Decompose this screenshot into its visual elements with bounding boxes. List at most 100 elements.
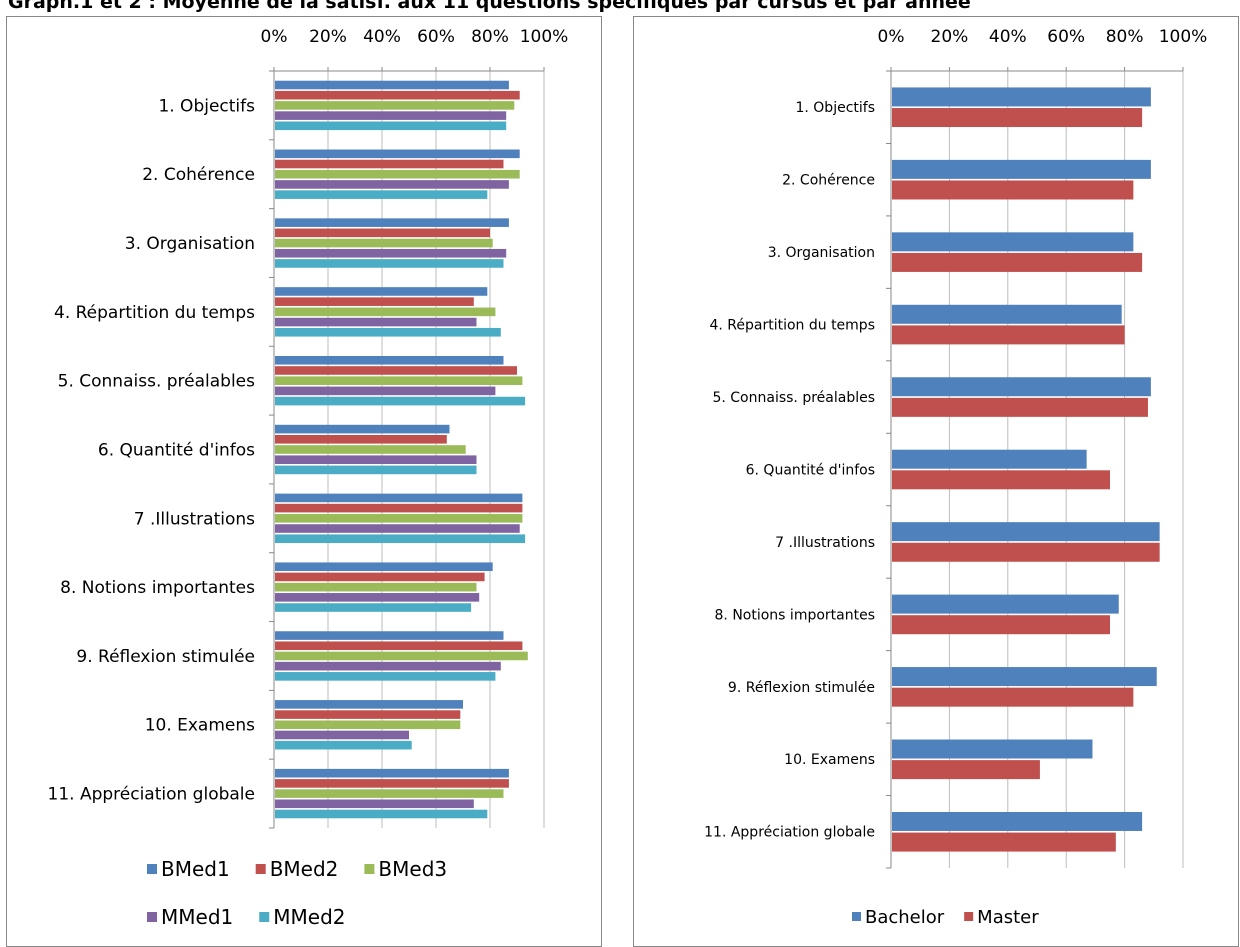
category-label-5-connaiss-pr-alables: 5. Connaiss. préalables	[58, 372, 256, 392]
bar-mmed1-6-quantit-d-infos	[275, 455, 477, 464]
chart-by-cursus: 0% 20% 40% 60% 80% 100% 1. Objectifs 2. Cohéren…	[704, 27, 1208, 928]
legend-label-mmed2: MMed2	[273, 905, 345, 929]
x-tick-label: 40%	[363, 27, 401, 47]
category-label-7-illustrations: 7 .Illustrations	[775, 535, 875, 551]
bar-bachelor-2-coh-rence	[892, 159, 1151, 179]
chart-by-year: 0% 20% 40% 60% 80% 100% 1. Objectifs 2. Cohéren…	[48, 27, 569, 929]
x-tick-label: 100%	[1159, 27, 1208, 47]
bar-bachelor-4-r-partition-du-temps	[892, 304, 1122, 324]
bar-master-11-appr-ciation-globale	[892, 832, 1116, 852]
chart-panel-by-cursus: 0% 20% 40% 60% 80% 100% 1. Objectifs 2. Cohéren…	[633, 16, 1239, 947]
category-label-3-organisation: 3. Organisation	[125, 234, 255, 254]
category-label-3-organisation: 3. Organisation	[768, 245, 875, 261]
x-tick-label: 0%	[261, 27, 288, 47]
bar-bmed1-4-r-partition-du-temps	[275, 287, 488, 296]
category-label-2-coh-rence: 2. Cohérence	[782, 173, 875, 189]
bar-master-5-connaiss-pr-alables	[892, 397, 1148, 417]
bar-bachelor-6-quantit-d-infos	[892, 449, 1087, 469]
category-label-6-quantit-d-infos: 6. Quantité d'infos	[98, 440, 255, 460]
bar-bmed3-7-illustrations	[275, 514, 523, 523]
bar-bmed3-3-organisation	[275, 238, 493, 248]
bar-mmed2-8-notions-importantes	[275, 603, 472, 612]
category-label-5-connaiss-pr-alables: 5. Connaiss. préalables	[712, 390, 875, 406]
bar-mmed2-10-examens	[275, 740, 412, 750]
bar-master-10-examens	[892, 760, 1040, 780]
bar-mmed2-9-r-flexion-stimul-e	[275, 672, 496, 681]
legend-label-master: Master	[977, 907, 1039, 928]
legend-label-bmed3: BMed3	[378, 857, 447, 881]
category-label-2-coh-rence: 2. Cohérence	[142, 165, 255, 185]
bar-mmed2-1-objectifs	[275, 121, 507, 131]
category-label-10-examens: 10. Examens	[145, 716, 255, 736]
x-tick-label: 20%	[931, 27, 969, 47]
bar-mmed2-7-illustrations	[275, 534, 526, 544]
bar-bachelor-8-notions-importantes	[892, 594, 1119, 614]
bar-bmed3-10-examens	[275, 720, 461, 730]
x-tick-label: 40%	[989, 27, 1027, 47]
category-label-4-r-partition-du-temps: 4. Répartition du temps	[54, 303, 255, 323]
bar-master-3-organisation	[892, 252, 1143, 272]
legend-label-bmed2: BMed2	[270, 857, 339, 881]
legend-label-bachelor: Bachelor	[865, 907, 945, 928]
legend-swatch-bmed3	[364, 864, 375, 874]
x-tick-label: 80%	[471, 27, 509, 47]
bar-master-6-quantit-d-infos	[892, 470, 1110, 490]
bar-master-4-r-partition-du-temps	[892, 325, 1125, 345]
bar-bachelor-11-appr-ciation-globale	[892, 811, 1143, 831]
category-label-8-notions-importantes: 8. Notions importantes	[60, 578, 255, 598]
bar-bmed2-5-connaiss-pr-alables	[275, 366, 517, 375]
legend-swatch-bachelor	[852, 912, 861, 921]
category-label-1-objectifs: 1. Objectifs	[795, 100, 875, 116]
bar-mmed1-7-illustrations	[275, 524, 520, 533]
bar-mmed2-11-appr-ciation-globale	[275, 809, 488, 819]
x-tick-label: 100%	[520, 27, 569, 47]
bar-mmed1-11-appr-ciation-globale	[275, 799, 474, 809]
bar-bmed3-9-r-flexion-stimul-e	[275, 651, 528, 661]
bar-bmed2-4-r-partition-du-temps	[275, 297, 474, 306]
bar-bmed1-2-coh-rence	[275, 149, 520, 159]
category-label-4-r-partition-du-temps: 4. Répartition du temps	[709, 317, 875, 333]
bar-bmed1-7-illustrations	[275, 493, 523, 503]
bar-bmed3-8-notions-importantes	[275, 582, 477, 592]
chart-panel-by-year: 0% 20% 40% 60% 80% 100% 1. Objectifs 2. Cohéren…	[6, 16, 602, 947]
category-label-1-objectifs: 1. Objectifs	[158, 96, 255, 116]
bar-bmed1-10-examens	[275, 700, 463, 709]
bar-mmed2-2-coh-rence	[275, 190, 488, 199]
bar-bmed2-8-notions-importantes	[275, 572, 485, 582]
bar-bachelor-9-r-flexion-stimul-e	[892, 667, 1157, 687]
bar-mmed1-1-objectifs	[275, 111, 507, 120]
bar-bmed2-7-illustrations	[275, 503, 523, 513]
bar-bmed2-6-quantit-d-infos	[275, 435, 447, 444]
category-label-11-appr-ciation-globale: 11. Appréciation globale	[48, 785, 256, 805]
bar-bmed2-9-r-flexion-stimul-e	[275, 641, 523, 651]
bar-bmed3-2-coh-rence	[275, 169, 520, 179]
bar-bmed1-11-appr-ciation-globale	[275, 768, 509, 778]
bar-bmed2-1-objectifs	[275, 90, 520, 100]
bar-bmed1-9-r-flexion-stimul-e	[275, 631, 504, 640]
category-label-6-quantit-d-infos: 6. Quantité d'infos	[746, 462, 875, 478]
bar-mmed2-3-organisation	[275, 259, 504, 268]
bar-bmed2-11-appr-ciation-globale	[275, 779, 509, 788]
bar-bachelor-5-connaiss-pr-alables	[892, 377, 1151, 397]
legend-swatch-mmed1	[147, 912, 157, 922]
bar-bmed3-6-quantit-d-infos	[275, 445, 466, 454]
bar-bachelor-7-illustrations	[892, 522, 1160, 542]
bar-master-1-objectifs	[892, 108, 1143, 128]
bar-bmed1-5-connaiss-pr-alables	[275, 355, 504, 365]
legend-swatch-bmed2	[255, 864, 266, 874]
bar-bmed3-4-r-partition-du-temps	[275, 307, 496, 317]
category-label-9-r-flexion-stimul-e: 9. Réflexion stimulée	[728, 680, 875, 696]
bar-mmed2-6-quantit-d-infos	[275, 465, 477, 475]
legend-swatch-bmed1	[147, 864, 157, 874]
bar-mmed1-3-organisation	[275, 248, 507, 258]
x-tick-label: 80%	[1106, 27, 1144, 47]
x-tick-label: 60%	[417, 27, 455, 47]
bar-bmed1-1-objectifs	[275, 80, 509, 90]
bar-mmed2-4-r-partition-du-temps	[275, 327, 501, 337]
bar-bmed1-6-quantit-d-infos	[275, 424, 450, 434]
category-label-7-illustrations: 7 .Illustrations	[134, 509, 255, 529]
legend-swatch-mmed2	[259, 912, 270, 922]
category-label-10-examens: 10. Examens	[784, 752, 875, 768]
bar-bachelor-3-organisation	[892, 232, 1134, 252]
bar-mmed1-2-coh-rence	[275, 180, 509, 189]
